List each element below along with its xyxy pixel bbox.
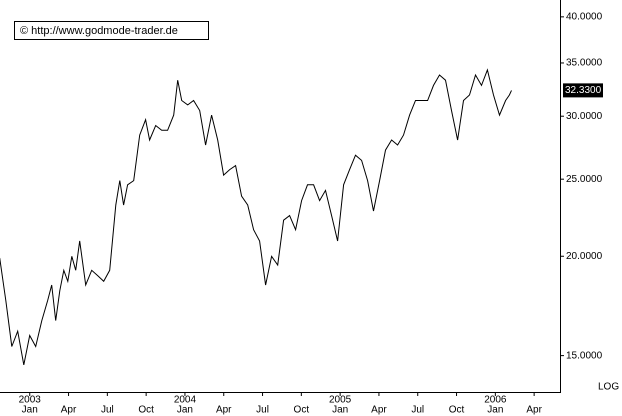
year-label: 2005 [329,395,352,406]
y-tick-label: 35.0000 [566,58,603,69]
x-tick-label: Apr [61,405,77,416]
x-tick-label: Jan [22,405,38,416]
x-tick-label: Apr [371,405,387,416]
x-tick-label: Jan [177,405,193,416]
year-label: 2003 [19,395,42,406]
x-tick-label: Jan [332,405,348,416]
year-label: 2004 [174,395,197,406]
x-tick-label: Apr [216,405,232,416]
y-tick-label: 15.0000 [566,350,603,361]
current-price-label: 32.3300 [565,85,602,96]
x-tick-label: Jan [487,405,503,416]
scale-label: LOG [598,382,619,393]
x-tick-label: Oct [294,405,310,416]
y-tick-label: 30.0000 [566,111,603,122]
x-tick-label: Apr [526,405,542,416]
x-tick-label: Oct [138,405,154,416]
watermark: © http://www.godmode-trader.de [20,25,178,37]
x-tick-label: Jul [256,405,269,416]
watermark-box [14,21,209,40]
current-price-box [563,83,603,98]
x-tick-label: Jul [101,405,114,416]
y-tick-label: 20.0000 [566,251,603,262]
price-line [0,68,512,365]
y-tick-label: 40.0000 [566,11,603,22]
y-tick-label: 25.0000 [566,174,603,185]
x-tick-label: Jul [411,405,424,416]
year-label: 2006 [484,395,507,406]
x-tick-label: Oct [449,405,465,416]
